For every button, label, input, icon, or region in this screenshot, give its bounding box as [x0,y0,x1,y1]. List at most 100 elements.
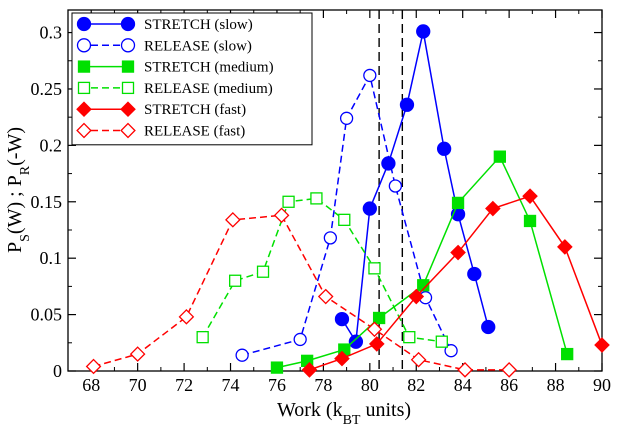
series-line [93,214,510,371]
data-point [372,311,386,325]
data-point [334,311,350,327]
y-tick-label: 0.05 [31,305,63,325]
data-point [493,150,506,163]
plot-frame [67,9,603,372]
legend-marker [120,122,136,139]
data-point [403,331,416,344]
data-point [301,362,318,378]
series-release-slow [235,68,458,362]
data-point [501,362,517,378]
data-point [293,332,307,347]
data-point [362,201,377,216]
data-point [523,214,537,228]
data-point [399,97,415,112]
x-tick-label: 80 [361,375,379,395]
data-point [594,337,610,353]
data-point [408,288,425,305]
data-point [273,207,290,224]
y-tick-label: 0.1 [40,248,63,268]
data-point [317,288,334,305]
series-stretch-medium [270,150,574,374]
data-series [85,24,610,378]
data-point [444,344,458,358]
y-tick-label: 0.15 [31,192,63,212]
data-point [178,309,195,325]
x-tick-label: 78 [314,375,332,395]
series-release-fast [85,207,517,378]
legend-marker [120,101,136,118]
y-tick-label: 0.2 [40,135,63,155]
data-point [339,111,354,125]
x-tick-label: 84 [454,375,472,395]
axis-ticks: 68 70 72 74 76 78 80 82 84 86 88 90 0 0.05 0.1 0.15 0.2 0… [31,10,611,395]
data-point [467,266,482,282]
legend-label: RELEASE (slow) [144,38,252,54]
series-line [276,155,568,369]
data-point [129,346,146,362]
y-tick-label: 0 [53,361,62,381]
data-point [363,68,377,83]
data-point [417,279,430,292]
y-axis-label: PS​(W) ; PR​(-W) [4,127,33,253]
legend-label: STRETCH (slow) [144,17,253,33]
legend-marker [76,101,92,118]
data-point [85,358,102,375]
data-point [410,351,427,368]
x-tick-label: 72 [175,375,193,395]
data-point [225,212,241,228]
data-point [561,347,574,361]
legend-marker [77,60,91,73]
series-release-medium [196,192,448,348]
legend-label: RELEASE (fast) [144,124,245,140]
x-tick-label: 90 [593,375,611,395]
data-point [522,188,538,204]
vertical-reference-lines [378,10,404,371]
data-point [485,200,501,217]
x-axis-label: Work (kBT​ units) [277,399,411,428]
legend-marker [121,81,135,95]
x-tick-label: 74 [222,375,240,395]
data-point [388,179,403,193]
data-point [451,196,465,210]
x-tick-label: 88 [547,375,565,395]
data-point [435,335,448,348]
data-point [256,265,270,278]
data-point [235,348,249,362]
legend-marker [76,16,92,32]
series-stretch-fast [301,188,610,378]
data-point [366,321,383,338]
data-point [310,192,323,205]
legend-box [71,12,313,146]
legend-label: RELEASE (medium) [144,81,273,97]
data-point [416,24,431,39]
data-point [196,331,209,344]
data-point [323,231,338,245]
legend-label: STRETCH (medium) [144,60,274,76]
x-tick-label: 82 [407,375,425,395]
legend-marker [76,122,92,139]
data-point [457,362,473,378]
legend-marker [121,60,135,73]
series-line [241,73,452,356]
data-point [557,239,573,255]
data-point [229,274,242,287]
data-point [450,244,466,261]
data-point [338,213,351,226]
legend-marker [120,16,136,32]
legend-marker [120,38,136,53]
data-point [368,262,381,275]
legend-label: STRETCH (fast) [144,102,246,118]
data-point [334,350,350,367]
data-point [270,361,284,374]
series-line [341,31,489,344]
x-tick-label: 70 [129,375,147,395]
legend-marker [76,38,92,53]
y-tick-label: 0.3 [40,23,63,43]
x-tick-label: 68 [82,375,100,395]
data-point [348,334,364,349]
x-tick-label: 86 [500,375,518,395]
data-point [436,141,452,156]
legend: STRETCH (slow) RELEASE (slow) STRETCH (med… [71,12,313,146]
data-point [282,195,295,208]
